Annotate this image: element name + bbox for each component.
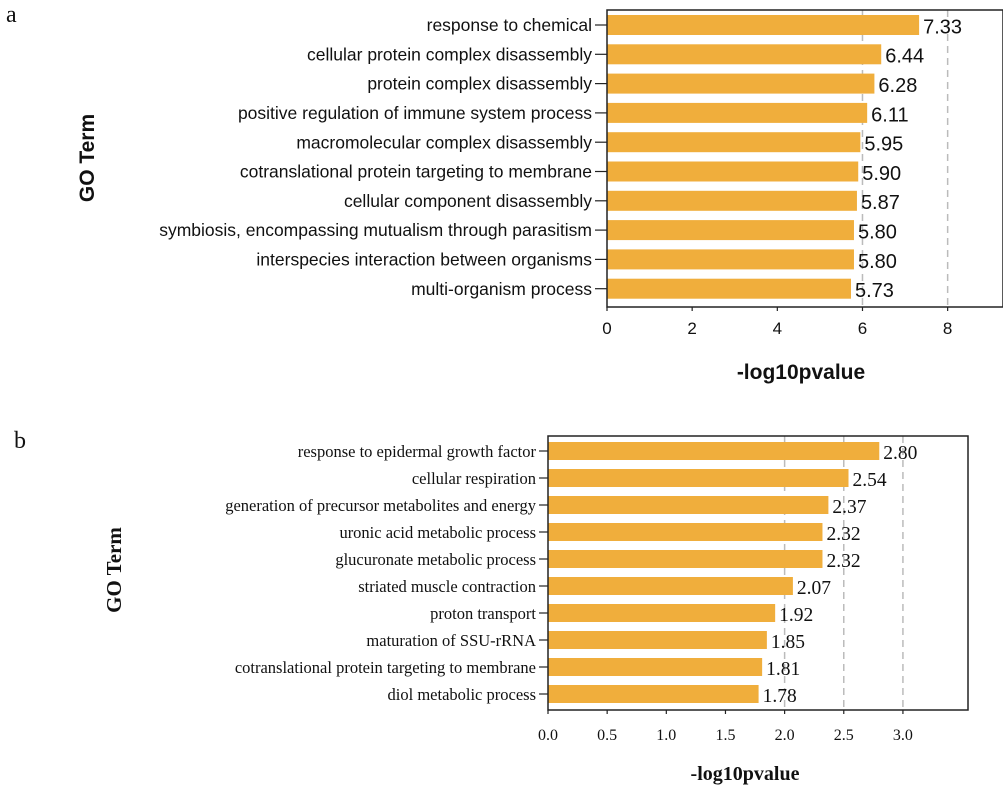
category-label: macromolecular complex disassembly	[296, 132, 592, 152]
bar	[548, 658, 763, 676]
category-label: proton transport	[430, 604, 536, 623]
value-label: 2.80	[883, 443, 917, 464]
x-tick-label: 2.5	[834, 727, 854, 744]
category-label: cellular respiration	[412, 469, 536, 488]
panel-a-value-labels: 7.33 6.44 6.28 6.11 5.95 5.90 5.87 5.80 5.80 5.73	[855, 16, 962, 302]
panel-a-bars	[607, 15, 920, 299]
category-label: symbiosis, encompassing mutualism throug…	[159, 220, 592, 240]
x-tick-label: 4	[773, 319, 782, 338]
panel-b: b response to epidermal growth factor cel…	[14, 428, 969, 785]
panel-a-label: a	[6, 2, 17, 28]
x-tick-label: 2.0	[775, 727, 795, 744]
category-label: glucuronate metabolic process	[335, 550, 536, 569]
bar	[607, 73, 875, 94]
value-label: 6.28	[878, 75, 917, 97]
value-label: 7.33	[923, 16, 962, 38]
bar	[548, 550, 823, 568]
bar	[607, 278, 851, 299]
bar	[548, 685, 759, 703]
panel-a: a response to chemical cellular protein c…	[6, 2, 1003, 384]
panel-b-gridlines	[783, 436, 904, 710]
bar	[607, 102, 868, 123]
panel-b-x-axis-title: -log10pvalue	[691, 763, 800, 785]
value-label: 2.07	[797, 578, 831, 599]
x-tick-label: 1.0	[656, 727, 676, 744]
value-label: 1.92	[779, 605, 813, 626]
bar	[548, 469, 849, 487]
bar	[548, 442, 880, 460]
category-label: uronic acid metabolic process	[339, 523, 536, 542]
panel-a-x-ticks: 0 2 4 6 8	[602, 307, 952, 338]
x-tick-label: 8	[943, 319, 952, 338]
bar	[548, 577, 793, 595]
value-label: 1.81	[766, 659, 800, 680]
value-label: 2.32	[826, 524, 860, 545]
category-label: cotranslational protein targeting to mem…	[235, 658, 536, 677]
value-label: 1.85	[771, 632, 805, 653]
x-tick-label: 2	[687, 319, 696, 338]
x-tick-label: 0.5	[597, 727, 617, 744]
value-label: 5.87	[861, 192, 900, 214]
panel-b-category-labels: response to epidermal growth factor cellu…	[225, 442, 548, 704]
panel-b-plot-frame	[547, 435, 969, 711]
category-label: maturation of SSU-rRNA	[366, 631, 536, 650]
bar	[607, 132, 861, 153]
bar	[548, 523, 823, 541]
panel-b-value-labels: 2.80 2.54 2.37 2.32 2.32 2.07 1.92 1.85 1.81 1.78	[763, 443, 918, 707]
bar	[607, 161, 859, 182]
category-label: response to chemical	[427, 15, 592, 35]
panel-a-plot-frame	[606, 9, 1003, 308]
category-label: positive regulation of immune system pro…	[238, 103, 592, 123]
category-label: response to epidermal growth factor	[298, 442, 537, 461]
category-label: cotranslational protein targeting to mem…	[240, 162, 592, 182]
category-label: protein complex disassembly	[367, 74, 592, 94]
bar	[607, 44, 882, 65]
category-label: cellular protein complex disassembly	[307, 44, 592, 64]
value-label: 6.11	[871, 104, 908, 126]
x-tick-label: 3.0	[893, 727, 913, 744]
category-label: cellular component disassembly	[344, 191, 592, 211]
value-label: 2.32	[826, 551, 860, 572]
x-tick-label: 0	[602, 319, 611, 338]
bar	[548, 496, 829, 514]
value-label: 2.37	[832, 497, 866, 518]
bar	[607, 15, 920, 35]
value-label: 2.54	[853, 470, 887, 491]
value-label: 1.78	[763, 686, 797, 707]
x-tick-label: 0.0	[538, 727, 558, 744]
value-label: 5.73	[855, 280, 894, 302]
value-label: 5.90	[862, 163, 901, 185]
panel-b-label: b	[14, 428, 26, 454]
category-label: diol metabolic process	[388, 685, 536, 704]
bar	[548, 604, 776, 622]
category-label: striated muscle contraction	[358, 577, 536, 596]
panel-a-category-labels: response to chemical cellular protein com…	[159, 15, 607, 299]
panel-b-bars	[548, 442, 880, 703]
value-label: 5.80	[858, 222, 897, 244]
bar	[607, 249, 854, 270]
category-label: generation of precursor metabolites and …	[225, 496, 537, 515]
category-label: multi-organism process	[411, 279, 592, 299]
x-tick-label: 6	[858, 319, 867, 338]
panel-a-x-axis-title: -log10pvalue	[737, 361, 865, 384]
bar	[607, 190, 857, 211]
value-label: 5.80	[858, 251, 897, 273]
panel-b-x-ticks: 0.0 0.5 1.0 1.5 2.0 2.5 3.0	[538, 710, 913, 744]
bar	[548, 631, 767, 649]
value-label: 6.44	[885, 46, 924, 68]
panel-b-y-axis-title: GO Term	[102, 527, 126, 613]
category-label: interspecies interaction between organis…	[256, 250, 592, 270]
value-label: 5.95	[864, 134, 903, 156]
x-tick-label: 1.5	[715, 727, 735, 744]
panel-a-y-axis-title: GO Term	[76, 114, 99, 202]
bar	[607, 220, 854, 241]
